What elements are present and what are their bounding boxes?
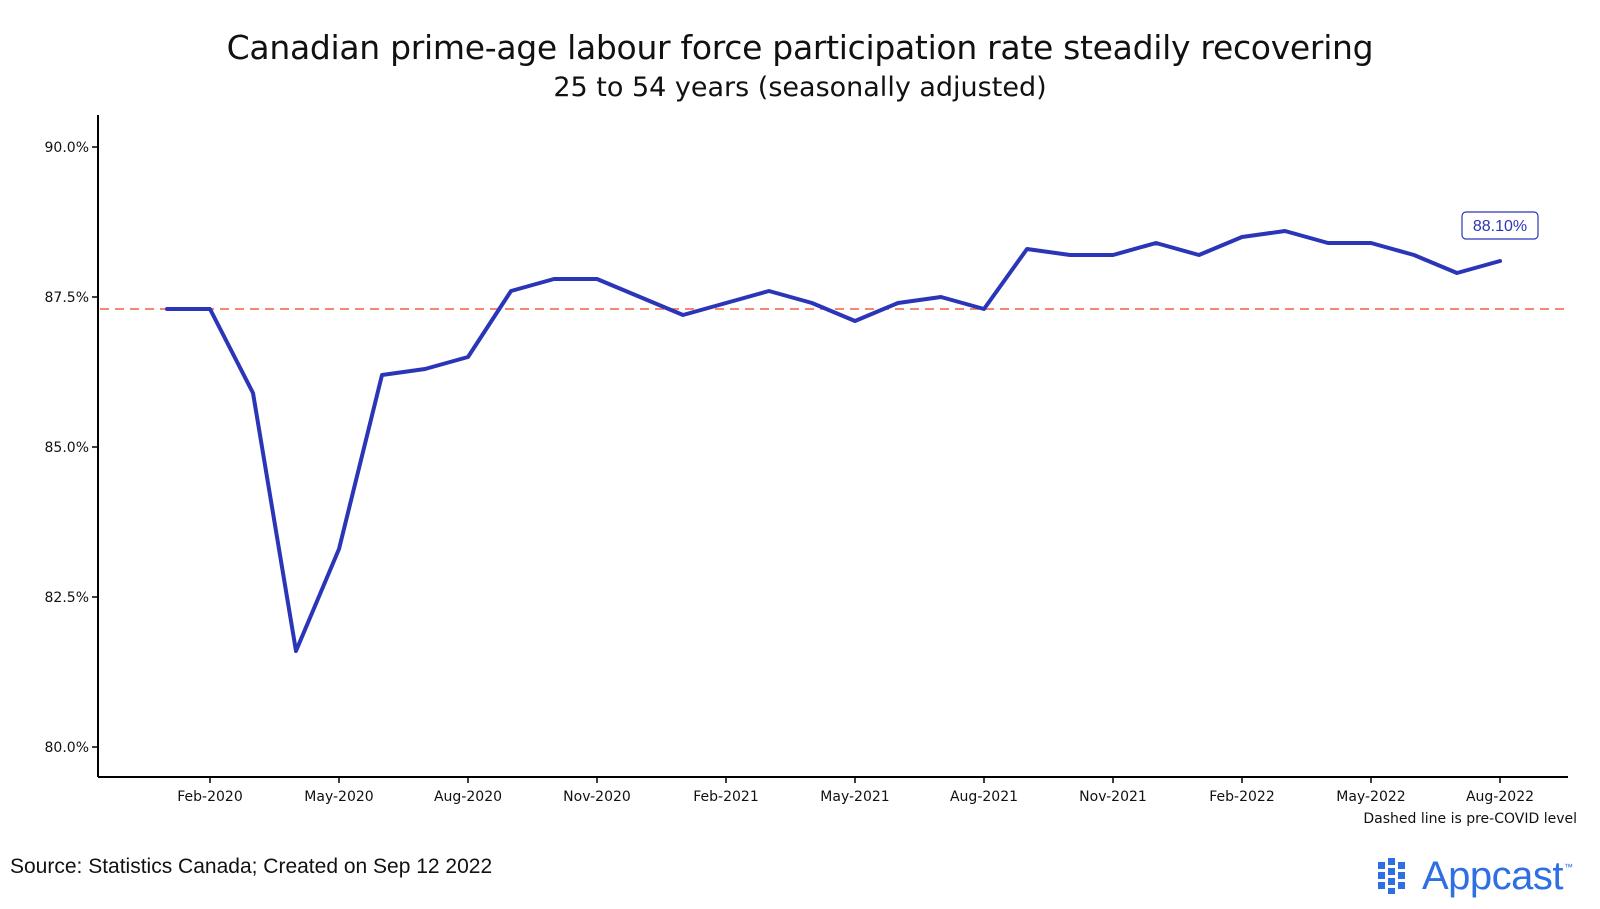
x-tick-label: Feb-2020 (177, 789, 242, 805)
x-tick-label: May-2021 (820, 789, 889, 805)
y-tick-label: 87.5% (45, 290, 89, 306)
y-tick-label: 85.0% (45, 440, 89, 456)
chart-title: Canadian prime-age labour force particip… (226, 28, 1374, 67)
y-tick-label: 80.0% (45, 740, 89, 756)
x-tick-label: Nov-2020 (563, 789, 631, 805)
y-axis-ticks: 80.0% 82.5% 85.0% 87.5% 90.0% (45, 140, 98, 756)
y-tick-label: 90.0% (45, 140, 89, 156)
chart-caption: Dashed line is pre-COVID level (1363, 811, 1577, 827)
x-tick-label: Aug-2021 (950, 789, 1018, 805)
x-tick-label: May-2020 (304, 789, 373, 805)
chart-axes (97, 115, 1568, 778)
y-tick-label: 82.5% (45, 590, 89, 606)
source-note: Source: Statistics Canada; Created on Se… (10, 855, 493, 878)
trademark-mark: ™ (1564, 862, 1574, 872)
x-tick-label: Aug-2022 (1466, 789, 1534, 805)
series-group (165, 229, 1502, 653)
x-tick-label: Aug-2020 (434, 789, 502, 805)
x-tick-label: Feb-2022 (1209, 789, 1274, 805)
x-tick-label: Nov-2021 (1079, 789, 1147, 805)
appcast-logo: Appcast ™ (1378, 852, 1573, 900)
x-tick-label: May-2022 (1336, 789, 1405, 805)
x-axis-ticks: Feb-2020 May-2020 Aug-2020 Nov-2020 Feb-2021… (177, 777, 1534, 805)
appcast-logo-text: Appcast (1422, 854, 1564, 898)
appcast-logo-icon (1378, 858, 1416, 894)
chart-subtitle: 25 to 54 years (seasonally adjusted) (553, 72, 1047, 103)
last-value-label-group: 88.10% (1461, 211, 1539, 240)
series-line (165, 229, 1502, 653)
last-value-label: 88.10% (1473, 218, 1527, 235)
last-value-label-box (1461, 211, 1539, 240)
x-tick-label: Feb-2021 (693, 789, 758, 805)
